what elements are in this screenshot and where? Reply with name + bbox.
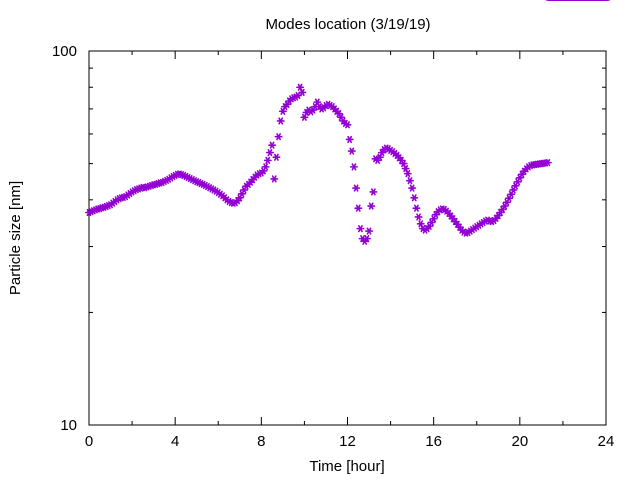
x-tick-label: 4 <box>171 433 179 450</box>
data-point <box>543 159 552 167</box>
data-point <box>274 133 283 141</box>
data-point <box>237 190 246 198</box>
data-point <box>240 186 249 194</box>
y-axis-title: Particle size [nm] <box>7 181 24 295</box>
axis-ticks <box>88 50 607 426</box>
data-point <box>276 117 285 125</box>
data-point <box>502 198 511 206</box>
data-point <box>403 170 412 178</box>
data-point <box>356 225 365 233</box>
data-point <box>272 153 281 161</box>
data-point <box>412 204 421 212</box>
x-tick-label: 8 <box>257 433 265 450</box>
x-axis-title: Time [hour] <box>309 458 384 475</box>
data-point <box>408 184 417 192</box>
data-point <box>347 147 356 155</box>
data-point <box>369 188 378 196</box>
data-point <box>410 194 419 202</box>
y-tick-label: 100 <box>52 43 77 60</box>
data-point <box>345 135 354 144</box>
data-point <box>261 163 270 171</box>
data-point <box>362 235 371 243</box>
data-point <box>505 194 514 202</box>
x-tick-label: 20 <box>511 433 528 450</box>
x-tick-label: 12 <box>339 433 356 450</box>
data-point <box>352 184 361 192</box>
data-point <box>298 88 307 96</box>
tick-labels: 0 4 8 12 16 20 24 10 100 <box>52 43 614 450</box>
x-tick-label: 24 <box>598 433 615 450</box>
data-point <box>270 175 279 183</box>
plot-frame <box>88 50 607 426</box>
data-point <box>513 178 522 186</box>
data-point <box>365 227 374 235</box>
data-points <box>85 0 611 245</box>
data-point <box>268 141 277 149</box>
y-tick-label: 10 <box>60 417 77 434</box>
data-point <box>354 204 363 212</box>
data-point <box>263 156 272 164</box>
x-tick-label: 0 <box>85 433 93 450</box>
data-point <box>265 149 274 157</box>
data-point <box>349 163 358 171</box>
data-point <box>405 177 414 185</box>
x-tick-label: 16 <box>425 433 442 450</box>
chart-title: Modes location (3/19/19) <box>265 16 430 33</box>
data-point <box>414 213 423 221</box>
data-point <box>367 202 376 210</box>
data-point <box>343 121 352 129</box>
